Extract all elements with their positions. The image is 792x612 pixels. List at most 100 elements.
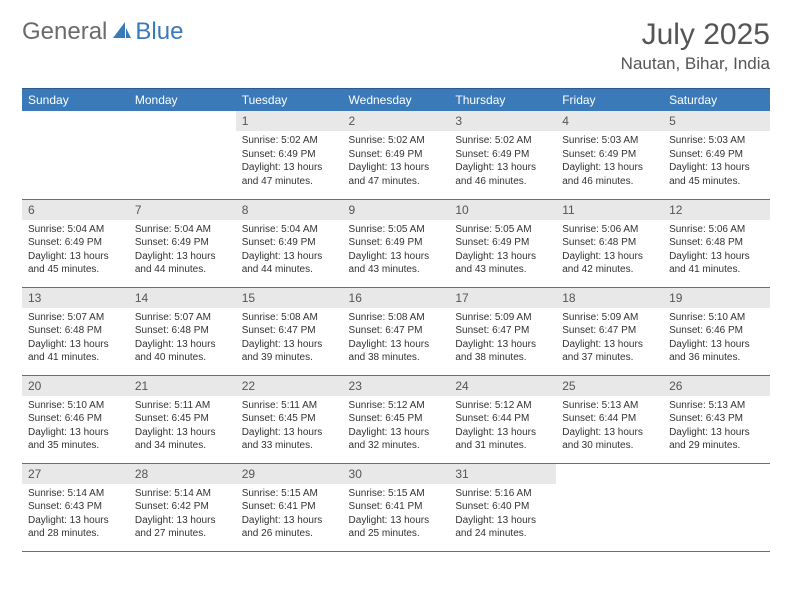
sunrise-text: Sunrise: 5:03 AM [562, 134, 657, 148]
day-body: Sunrise: 5:02 AMSunset: 6:49 PMDaylight:… [449, 131, 556, 192]
calendar-week: 13Sunrise: 5:07 AMSunset: 6:48 PMDayligh… [22, 287, 770, 375]
day-number: 16 [343, 288, 450, 308]
calendar-table: Sunday Monday Tuesday Wednesday Thursday… [22, 88, 770, 552]
calendar-week: 20Sunrise: 5:10 AMSunset: 6:46 PMDayligh… [22, 375, 770, 463]
calendar-cell: 6Sunrise: 5:04 AMSunset: 6:49 PMDaylight… [22, 199, 129, 287]
day-number: 9 [343, 200, 450, 220]
daylight-text: Daylight: 13 hours and 25 minutes. [349, 514, 444, 541]
day-body: Sunrise: 5:11 AMSunset: 6:45 PMDaylight:… [236, 396, 343, 457]
day-number: 29 [236, 464, 343, 484]
sunset-text: Sunset: 6:49 PM [28, 236, 123, 250]
daylight-text: Daylight: 13 hours and 46 minutes. [455, 161, 550, 188]
calendar-cell: 12Sunrise: 5:06 AMSunset: 6:48 PMDayligh… [663, 199, 770, 287]
day-body: Sunrise: 5:03 AMSunset: 6:49 PMDaylight:… [556, 131, 663, 192]
day-number: 18 [556, 288, 663, 308]
day-body: Sunrise: 5:04 AMSunset: 6:49 PMDaylight:… [22, 220, 129, 281]
daylight-text: Daylight: 13 hours and 32 minutes. [349, 426, 444, 453]
day-body: Sunrise: 5:07 AMSunset: 6:48 PMDaylight:… [129, 308, 236, 369]
calendar-cell: 31Sunrise: 5:16 AMSunset: 6:40 PMDayligh… [449, 463, 556, 551]
day-body: Sunrise: 5:07 AMSunset: 6:48 PMDaylight:… [22, 308, 129, 369]
sunrise-text: Sunrise: 5:02 AM [349, 134, 444, 148]
calendar-cell: 26Sunrise: 5:13 AMSunset: 6:43 PMDayligh… [663, 375, 770, 463]
sunset-text: Sunset: 6:48 PM [562, 236, 657, 250]
calendar-cell: 13Sunrise: 5:07 AMSunset: 6:48 PMDayligh… [22, 287, 129, 375]
day-body: Sunrise: 5:08 AMSunset: 6:47 PMDaylight:… [343, 308, 450, 369]
day-number: 22 [236, 376, 343, 396]
daylight-text: Daylight: 13 hours and 29 minutes. [669, 426, 764, 453]
day-header: Thursday [449, 89, 556, 112]
calendar-cell: 17Sunrise: 5:09 AMSunset: 6:47 PMDayligh… [449, 287, 556, 375]
daylight-text: Daylight: 13 hours and 30 minutes. [562, 426, 657, 453]
sunrise-text: Sunrise: 5:02 AM [242, 134, 337, 148]
sunrise-text: Sunrise: 5:13 AM [669, 399, 764, 413]
sunrise-text: Sunrise: 5:16 AM [455, 487, 550, 501]
calendar-cell: 15Sunrise: 5:08 AMSunset: 6:47 PMDayligh… [236, 287, 343, 375]
day-body: Sunrise: 5:13 AMSunset: 6:44 PMDaylight:… [556, 396, 663, 457]
sunrise-text: Sunrise: 5:13 AM [562, 399, 657, 413]
day-number: 4 [556, 111, 663, 131]
daylight-text: Daylight: 13 hours and 35 minutes. [28, 426, 123, 453]
daylight-text: Daylight: 13 hours and 47 minutes. [242, 161, 337, 188]
sunrise-text: Sunrise: 5:05 AM [455, 223, 550, 237]
day-number: 3 [449, 111, 556, 131]
day-header: Friday [556, 89, 663, 112]
sunset-text: Sunset: 6:49 PM [562, 148, 657, 162]
sunrise-text: Sunrise: 5:10 AM [28, 399, 123, 413]
sunrise-text: Sunrise: 5:03 AM [669, 134, 764, 148]
calendar-cell: 3Sunrise: 5:02 AMSunset: 6:49 PMDaylight… [449, 111, 556, 199]
day-header: Saturday [663, 89, 770, 112]
day-number: 6 [22, 200, 129, 220]
sunrise-text: Sunrise: 5:04 AM [135, 223, 230, 237]
sunset-text: Sunset: 6:47 PM [562, 324, 657, 338]
day-body: Sunrise: 5:03 AMSunset: 6:49 PMDaylight:… [663, 131, 770, 192]
calendar-cell: 22Sunrise: 5:11 AMSunset: 6:45 PMDayligh… [236, 375, 343, 463]
day-number: 14 [129, 288, 236, 308]
calendar-cell: 30Sunrise: 5:15 AMSunset: 6:41 PMDayligh… [343, 463, 450, 551]
daylight-text: Daylight: 13 hours and 37 minutes. [562, 338, 657, 365]
day-body: Sunrise: 5:12 AMSunset: 6:45 PMDaylight:… [343, 396, 450, 457]
calendar-cell: 18 Sunrise: 5:09 AMSunset: 6:47 PMDayligh… [556, 287, 663, 375]
day-header-row: Sunday Monday Tuesday Wednesday Thursday… [22, 89, 770, 112]
day-number: 20 [22, 376, 129, 396]
calendar-week: 27Sunrise: 5:14 AMSunset: 6:43 PMDayligh… [22, 463, 770, 551]
day-number: 31 [449, 464, 556, 484]
logo-text-blue: Blue [135, 18, 183, 46]
sunset-text: Sunset: 6:49 PM [455, 236, 550, 250]
sunset-text: Sunset: 6:43 PM [28, 500, 123, 514]
sunset-text: Sunset: 6:41 PM [242, 500, 337, 514]
sunset-text: Sunset: 6:47 PM [455, 324, 550, 338]
calendar-cell [129, 111, 236, 199]
daylight-text: Daylight: 13 hours and 44 minutes. [135, 250, 230, 277]
sunrise-text: Sunrise: 5:07 AM [135, 311, 230, 325]
day-body: Sunrise: 5:06 AMSunset: 6:48 PMDaylight:… [663, 220, 770, 281]
sunrise-text: Sunrise: 5:04 AM [28, 223, 123, 237]
day-number: 13 [22, 288, 129, 308]
calendar-cell: 5Sunrise: 5:03 AMSunset: 6:49 PMDaylight… [663, 111, 770, 199]
calendar-week: 6Sunrise: 5:04 AMSunset: 6:49 PMDaylight… [22, 199, 770, 287]
sunrise-text: Sunrise: 5:09 AM [562, 311, 657, 325]
sunset-text: Sunset: 6:49 PM [669, 148, 764, 162]
day-number: 24 [449, 376, 556, 396]
logo: General Blue [22, 18, 183, 46]
day-body: Sunrise: 5:11 AMSunset: 6:45 PMDaylight:… [129, 396, 236, 457]
sunrise-text: Sunrise: 5:09 AM [455, 311, 550, 325]
day-body: Sunrise: 5:14 AMSunset: 6:43 PMDaylight:… [22, 484, 129, 545]
sunrise-text: Sunrise: 5:05 AM [349, 223, 444, 237]
sunrise-text: Sunrise: 5:06 AM [669, 223, 764, 237]
sunrise-text: Sunrise: 5:04 AM [242, 223, 337, 237]
calendar-cell: 4Sunrise: 5:03 AMSunset: 6:49 PMDaylight… [556, 111, 663, 199]
sunrise-text: Sunrise: 5:14 AM [135, 487, 230, 501]
sunrise-text: Sunrise: 5:11 AM [242, 399, 337, 413]
daylight-text: Daylight: 13 hours and 39 minutes. [242, 338, 337, 365]
day-body: Sunrise: 5:02 AMSunset: 6:49 PMDaylight:… [236, 131, 343, 192]
sunset-text: Sunset: 6:44 PM [455, 412, 550, 426]
sunset-text: Sunset: 6:47 PM [242, 324, 337, 338]
calendar-cell: 16Sunrise: 5:08 AMSunset: 6:47 PMDayligh… [343, 287, 450, 375]
day-number: 19 [663, 288, 770, 308]
daylight-text: Daylight: 13 hours and 31 minutes. [455, 426, 550, 453]
sunrise-text: Sunrise: 5:07 AM [28, 311, 123, 325]
sunset-text: Sunset: 6:43 PM [669, 412, 764, 426]
month-title: July 2025 [621, 18, 770, 52]
daylight-text: Daylight: 13 hours and 34 minutes. [135, 426, 230, 453]
logo-sail-icon [111, 20, 133, 45]
